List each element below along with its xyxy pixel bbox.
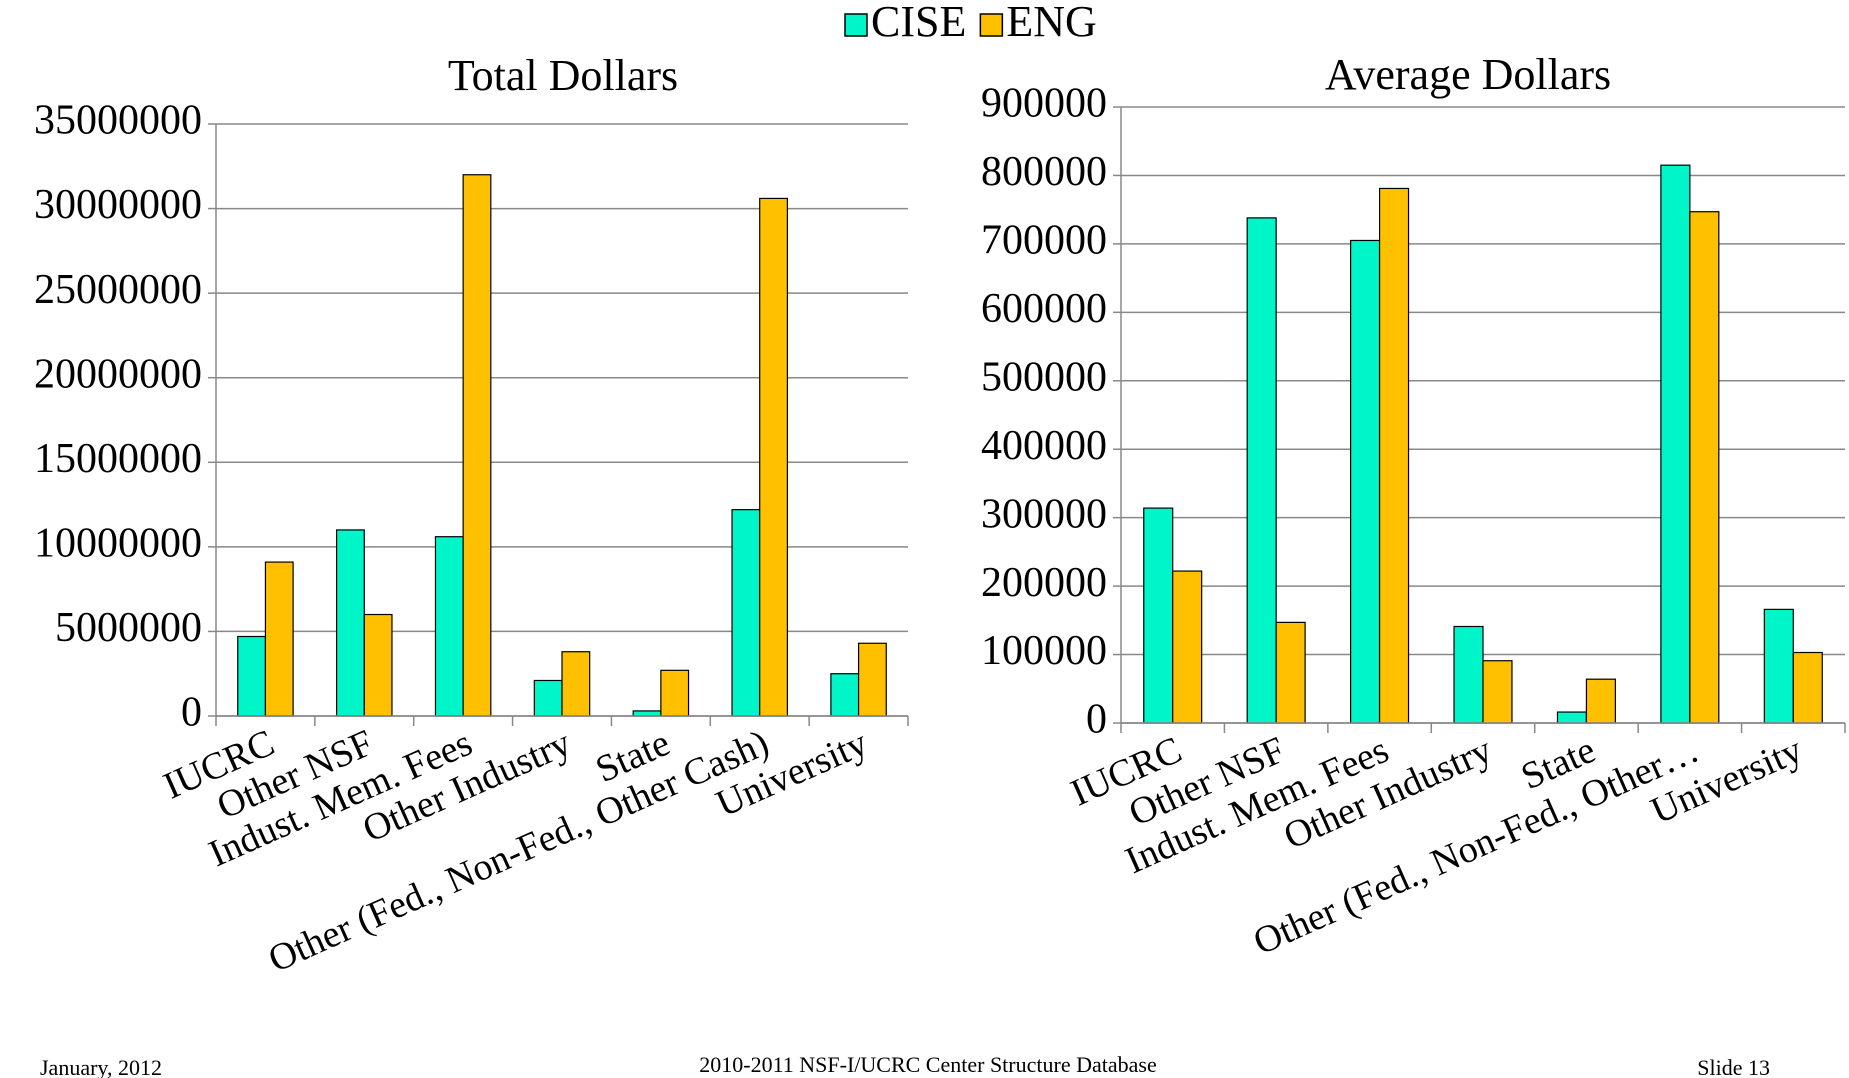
y-tick-label: 0 — [1086, 697, 1107, 743]
bar — [1556, 711, 1588, 724]
bar — [561, 651, 591, 717]
bar — [1143, 507, 1174, 724]
legend-label: ENG — [1006, 0, 1096, 46]
y-tick-label: 5000000 — [55, 605, 202, 651]
bar — [533, 679, 563, 717]
y-tick-label: 15000000 — [34, 436, 202, 482]
y-tick-label: 600000 — [981, 286, 1107, 332]
y-tick-label: 25000000 — [34, 267, 202, 313]
legend-swatch — [979, 13, 1004, 37]
bar — [660, 669, 690, 717]
bar — [1378, 187, 1410, 724]
legend-label: CISE — [871, 0, 966, 46]
bar — [1275, 621, 1306, 724]
y-tick-label: 100000 — [981, 628, 1107, 674]
chart-title: Total Dollars — [448, 51, 678, 100]
bar — [1453, 625, 1484, 724]
y-tick-label: 500000 — [981, 354, 1107, 400]
bar — [1350, 239, 1381, 724]
footer-date: January, 2012 — [40, 1055, 162, 1078]
bar — [1660, 164, 1691, 724]
y-tick-label: 200000 — [981, 560, 1107, 606]
bar — [1585, 678, 1616, 724]
y-tick-label: 30000000 — [34, 182, 202, 228]
y-tick-label: 900000 — [981, 81, 1107, 127]
bar — [632, 710, 662, 717]
y-tick-label: 10000000 — [34, 520, 202, 566]
bar — [1172, 570, 1203, 724]
y-tick-label: 800000 — [981, 149, 1107, 195]
bar — [434, 536, 464, 717]
y-tick-label: 300000 — [981, 491, 1107, 537]
bar — [1763, 608, 1794, 724]
footer-slide: Slide 13 — [1697, 1055, 1770, 1078]
footer-source: 2010-2011 NSF-I/UCRC Center Structure Da… — [699, 1052, 1156, 1077]
bar — [731, 509, 761, 717]
bar — [1689, 211, 1720, 724]
bar — [237, 635, 267, 717]
bar — [462, 174, 492, 717]
bar — [830, 673, 860, 717]
y-tick-label: 700000 — [981, 218, 1107, 264]
bar — [857, 642, 887, 717]
y-tick-label: 20000000 — [34, 351, 202, 397]
bar — [264, 561, 294, 717]
y-tick-label: 35000000 — [34, 98, 202, 144]
bar — [336, 529, 365, 717]
legend-swatch — [844, 13, 868, 37]
y-tick-label: 400000 — [981, 423, 1107, 469]
bar — [1246, 217, 1277, 724]
y-tick-label: 0 — [181, 690, 202, 736]
chart-title: Average Dollars — [1325, 50, 1611, 99]
bar — [1482, 660, 1513, 724]
bar — [363, 613, 393, 717]
bar — [1792, 651, 1823, 724]
bar — [759, 197, 788, 717]
